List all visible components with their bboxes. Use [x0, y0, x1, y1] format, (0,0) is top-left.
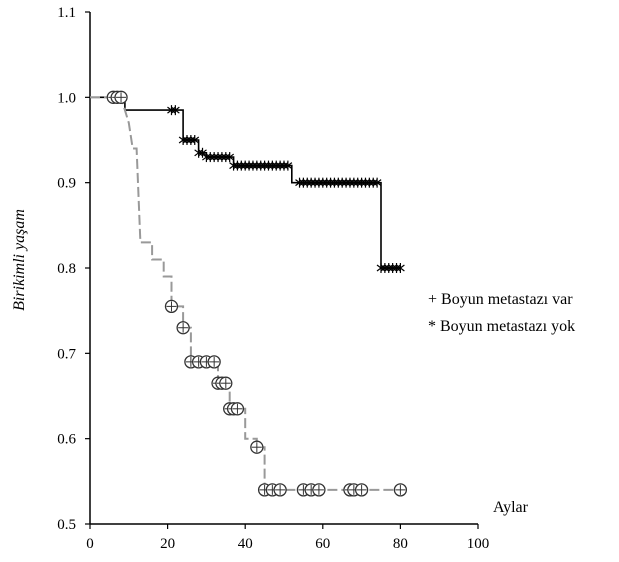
series-1-censor-mark	[256, 160, 266, 171]
y-tick-label: 0.5	[57, 517, 76, 533]
series-2-censor-mark	[176, 321, 190, 335]
y-tick-label: 0.6	[57, 432, 76, 448]
series-1-censor-mark	[357, 177, 366, 188]
series-1-censor-mark	[380, 263, 390, 273]
x-tick-label: 60	[315, 536, 330, 552]
series-1-censor-mark	[349, 177, 359, 188]
series-1-censor-mark	[330, 177, 339, 188]
series-1-censor-mark	[368, 177, 378, 188]
x-axis-label: Aylar	[493, 499, 529, 516]
series-1-censor-mark	[236, 160, 246, 171]
series-1-censor-mark	[271, 160, 281, 171]
series-1-censor-mark	[209, 152, 219, 163]
series-1-censor-mark	[396, 263, 405, 273]
series-1-censor-mark	[225, 152, 235, 163]
series-2-censor-mark	[114, 90, 128, 104]
y-tick-label: 1.0	[57, 90, 76, 106]
series-1-censor-mark	[318, 177, 328, 188]
series-1-censor-mark	[392, 263, 401, 273]
series-1-censor-mark	[306, 177, 316, 188]
x-tick-label: 40	[238, 536, 253, 552]
series-2-censor-mark	[273, 483, 287, 497]
series-1-censor-mark	[283, 160, 293, 171]
series-1-censor-mark	[295, 177, 304, 188]
series-2-censor-mark	[312, 483, 326, 497]
series-1-censor-mark	[221, 152, 231, 163]
series-1-censor-mark	[388, 263, 398, 273]
series-1-censor-mark	[372, 177, 382, 188]
series-2-censor-mark	[230, 402, 245, 416]
series-1-censor-mark	[240, 160, 250, 171]
series-1-censor-mark	[205, 152, 215, 163]
series-1-censor-mark	[310, 177, 320, 188]
y-tick-label: 1.1	[57, 5, 76, 21]
series-2-censor-mark	[219, 376, 233, 390]
series-1-censor-mark	[302, 177, 312, 188]
x-tick-label: 20	[160, 536, 175, 552]
plot-area	[90, 90, 408, 497]
series-1-censor-mark	[376, 263, 386, 273]
series-1-censor-mark	[275, 160, 285, 171]
legend-item-1: + Boyun metastazı var	[428, 291, 573, 308]
series-1-censor-mark	[202, 152, 211, 163]
series-1-censor-mark	[233, 160, 242, 171]
series-1-censor-mark	[248, 160, 258, 171]
series-1-censor-mark	[182, 135, 192, 145]
series-1-censor-mark	[167, 105, 176, 116]
series-1-censor-mark	[267, 160, 277, 171]
series-2-line	[90, 96, 401, 491]
series-1-censor-mark	[171, 105, 180, 116]
series-2-censor-mark	[393, 483, 408, 497]
series-1-censor-mark	[178, 135, 188, 145]
series-1-censor-mark	[337, 177, 347, 188]
series-1-censor-mark	[341, 177, 351, 188]
series-1-censor-mark	[279, 160, 289, 171]
series-1-censor-mark	[213, 152, 223, 163]
x-tick-label: 80	[393, 536, 408, 552]
series-1-censor-mark	[345, 177, 355, 188]
x-tick-label: 100	[467, 536, 490, 552]
series-2-censor-mark	[207, 355, 221, 369]
series-2-censor-mark	[164, 299, 179, 314]
legend-item-2: * Boyun metastazı yok	[428, 318, 575, 335]
series-1-censor-mark	[314, 177, 324, 188]
series-1-censor-mark	[229, 160, 238, 171]
series-1-censor-mark	[299, 177, 308, 188]
series-1-censor-mark	[244, 160, 254, 171]
series-1-censor-mark	[252, 160, 262, 171]
series-1-censor-mark	[186, 135, 196, 145]
series-1-censor-mark	[322, 177, 332, 188]
y-tick-label: 0.8	[57, 261, 76, 277]
series-1-censor-mark	[194, 147, 203, 158]
series-1-censor-mark	[353, 177, 363, 188]
series-1-censor-mark	[384, 263, 394, 273]
series-2-censor-mark	[250, 440, 264, 454]
y-tick-label: 0.9	[57, 176, 76, 192]
series-1-censor-mark	[361, 177, 370, 188]
series-1-censor-mark	[264, 160, 273, 171]
series-2-censor-mark	[354, 483, 369, 497]
series-1-censor-mark	[326, 177, 335, 188]
series-1-censor-mark	[364, 177, 374, 188]
y-tick-label: 0.7	[57, 346, 76, 362]
x-tick-label: 0	[86, 536, 94, 552]
series-1-censor-mark	[217, 152, 227, 163]
series-1-censor-mark	[260, 160, 269, 171]
axes: 0 20 40 60 80 100 0.5 0.6 0.7 0.8 0.9 1.0 1.1	[57, 5, 489, 552]
y-axis-label: Birikimli yaşam	[11, 209, 28, 311]
series-1-censor-mark	[198, 147, 207, 158]
series-1-censor-mark	[190, 135, 200, 145]
series-1-censor-mark	[333, 177, 343, 188]
